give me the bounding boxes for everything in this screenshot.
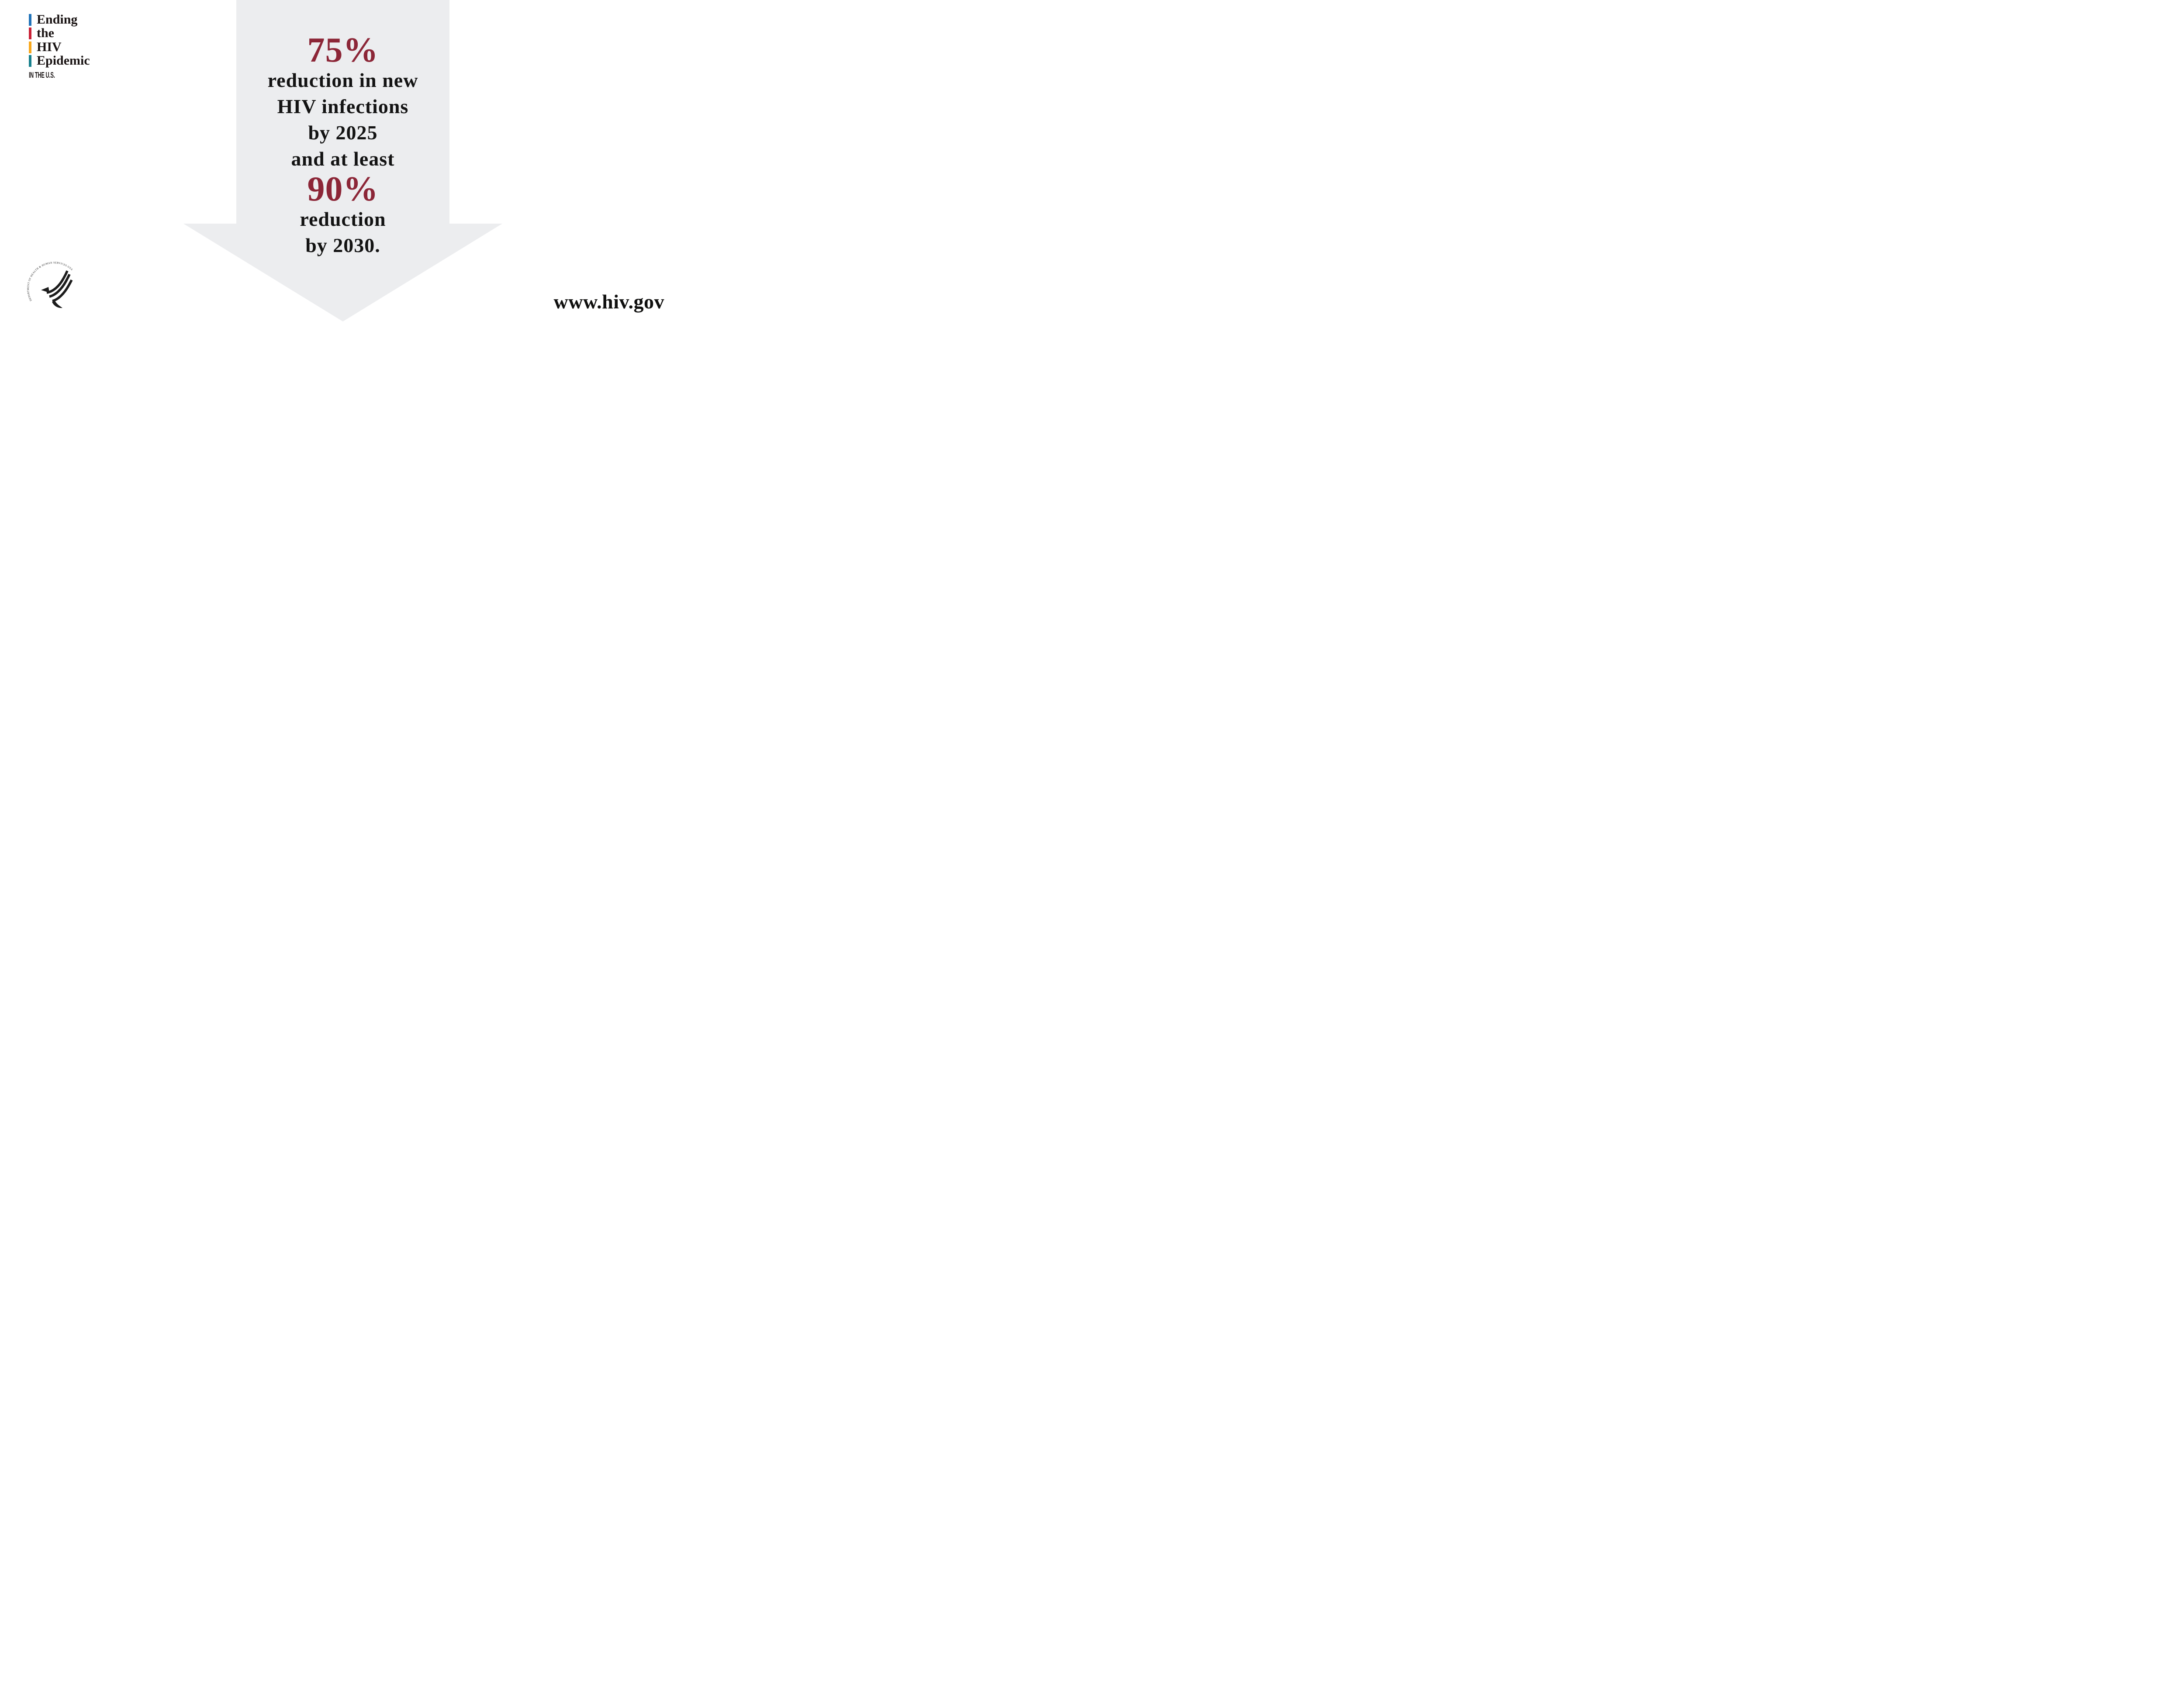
ehe-bar-teal — [29, 55, 32, 67]
ehe-word-hiv: HIV — [37, 39, 62, 54]
ehe-bar-blue — [29, 14, 32, 26]
stat-90-percent: 90% — [307, 170, 379, 208]
ehe-word-ending: Ending — [37, 12, 78, 27]
arrow-message: 75% reduction in new HIV infections by 2… — [183, 0, 502, 259]
message-line-1: reduction in new — [267, 69, 418, 91]
hhs-seal: DEPARTMENT OF HEALTH & HUMAN SERVICES-US… — [27, 262, 73, 308]
message-line-7: by 2030. — [305, 234, 380, 256]
message-line-6: reduction — [300, 208, 386, 230]
infographic-canvas: 75% reduction in new HIV infections by 2… — [0, 0, 685, 331]
ehe-logo-bars — [29, 14, 32, 67]
ehe-logo-wordmark: Ending the HIV Epidemic — [37, 13, 90, 68]
message-line-3: by 2025 — [308, 121, 378, 144]
message-line-4: and at least — [291, 148, 395, 170]
ehe-logo-subtitle: IN THE U.S. — [29, 71, 55, 79]
down-arrow-polygon — [183, 0, 502, 321]
hiv-gov-url[interactable]: www.hiv.gov — [553, 290, 664, 313]
ehe-word-the: the — [37, 26, 54, 41]
message-line-2: HIV infections — [277, 95, 409, 118]
ehe-word-epidemic: Epidemic — [37, 53, 90, 68]
hhs-eagle-icon — [41, 270, 73, 308]
down-arrow-shape — [183, 0, 502, 321]
ehe-bar-red — [29, 28, 32, 40]
ehe-bar-yellow — [29, 41, 32, 53]
stat-75-percent: 75% — [307, 31, 379, 69]
